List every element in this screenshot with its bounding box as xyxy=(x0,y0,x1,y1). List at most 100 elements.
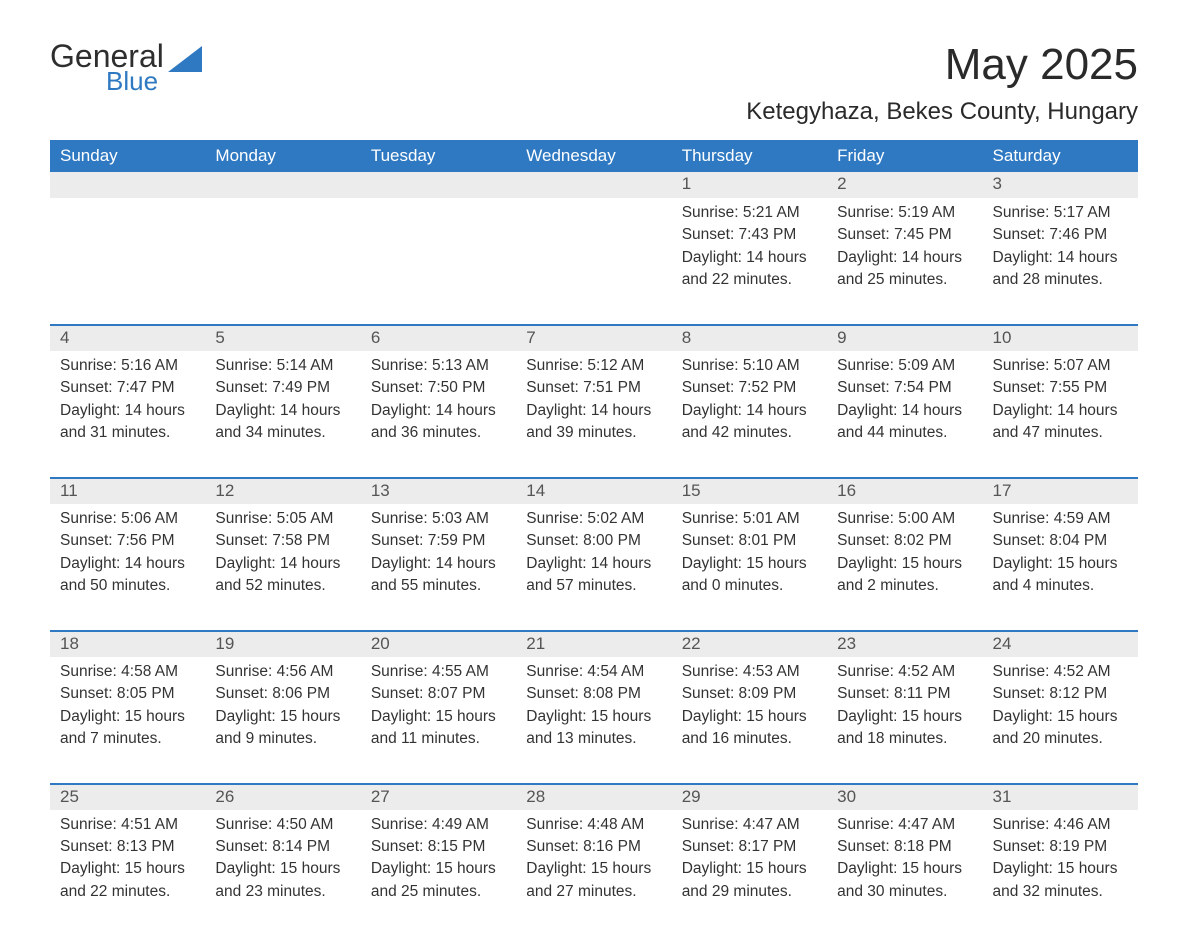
daylight-line: Daylight: 15 hours and 22 minutes. xyxy=(60,858,195,903)
day-body: Sunrise: 5:19 AMSunset: 7:45 PMDaylight:… xyxy=(827,198,982,302)
day-cell: Sunrise: 5:00 AMSunset: 8:02 PMDaylight:… xyxy=(827,504,982,631)
day-number-cell: 10 xyxy=(983,325,1138,351)
daylight-line: Daylight: 14 hours and 47 minutes. xyxy=(993,400,1128,445)
daylight-line: Daylight: 15 hours and 23 minutes. xyxy=(215,858,350,903)
sunset-line: Sunset: 8:00 PM xyxy=(526,530,661,552)
sunrise-line: Sunrise: 4:51 AM xyxy=(60,814,195,836)
sunset-line: Sunset: 8:07 PM xyxy=(371,683,506,705)
sunset-line: Sunset: 7:46 PM xyxy=(993,224,1128,246)
day-body: Sunrise: 5:13 AMSunset: 7:50 PMDaylight:… xyxy=(361,351,516,455)
sunrise-line: Sunrise: 5:10 AM xyxy=(682,355,817,377)
day-number-cell xyxy=(516,172,671,198)
daylight-line: Daylight: 15 hours and 25 minutes. xyxy=(371,858,506,903)
sunset-line: Sunset: 7:51 PM xyxy=(526,377,661,399)
daylight-line: Daylight: 14 hours and 34 minutes. xyxy=(215,400,350,445)
day-cell: Sunrise: 4:47 AMSunset: 8:18 PMDaylight:… xyxy=(827,810,982,935)
sunrise-line: Sunrise: 4:48 AM xyxy=(526,814,661,836)
day-cell: Sunrise: 4:54 AMSunset: 8:08 PMDaylight:… xyxy=(516,657,671,784)
day-cell xyxy=(50,198,205,325)
day-cell: Sunrise: 5:06 AMSunset: 7:56 PMDaylight:… xyxy=(50,504,205,631)
daylight-line: Daylight: 15 hours and 4 minutes. xyxy=(993,553,1128,598)
sunrise-line: Sunrise: 4:53 AM xyxy=(682,661,817,683)
day-number-cell: 6 xyxy=(361,325,516,351)
day-body: Sunrise: 4:56 AMSunset: 8:06 PMDaylight:… xyxy=(205,657,360,761)
day-number-cell: 28 xyxy=(516,784,671,810)
day-number-cell: 2 xyxy=(827,172,982,198)
sunset-line: Sunset: 8:12 PM xyxy=(993,683,1128,705)
daylight-line: Daylight: 15 hours and 0 minutes. xyxy=(682,553,817,598)
day-number-cell: 11 xyxy=(50,478,205,504)
day-body: Sunrise: 5:05 AMSunset: 7:58 PMDaylight:… xyxy=(205,504,360,608)
sunrise-line: Sunrise: 5:05 AM xyxy=(215,508,350,530)
daylight-line: Daylight: 15 hours and 7 minutes. xyxy=(60,706,195,751)
day-body: Sunrise: 5:16 AMSunset: 7:47 PMDaylight:… xyxy=(50,351,205,455)
sunset-line: Sunset: 7:43 PM xyxy=(682,224,817,246)
sunset-line: Sunset: 7:45 PM xyxy=(837,224,972,246)
day-number-cell: 4 xyxy=(50,325,205,351)
day-body: Sunrise: 4:59 AMSunset: 8:04 PMDaylight:… xyxy=(983,504,1138,608)
day-number-cell xyxy=(50,172,205,198)
day-body: Sunrise: 4:49 AMSunset: 8:15 PMDaylight:… xyxy=(361,810,516,914)
daylight-line: Daylight: 14 hours and 42 minutes. xyxy=(682,400,817,445)
sunset-line: Sunset: 8:02 PM xyxy=(837,530,972,552)
day-body: Sunrise: 4:47 AMSunset: 8:17 PMDaylight:… xyxy=(672,810,827,914)
sunrise-line: Sunrise: 5:00 AM xyxy=(837,508,972,530)
day-number-cell: 3 xyxy=(983,172,1138,198)
daylight-line: Daylight: 15 hours and 13 minutes. xyxy=(526,706,661,751)
daylight-line: Daylight: 14 hours and 50 minutes. xyxy=(60,553,195,598)
sunset-line: Sunset: 8:01 PM xyxy=(682,530,817,552)
day-number-cell: 25 xyxy=(50,784,205,810)
sunrise-line: Sunrise: 5:09 AM xyxy=(837,355,972,377)
daylight-line: Daylight: 15 hours and 32 minutes. xyxy=(993,858,1128,903)
day-cell: Sunrise: 4:56 AMSunset: 8:06 PMDaylight:… xyxy=(205,657,360,784)
daylight-line: Daylight: 14 hours and 22 minutes. xyxy=(682,247,817,292)
day-body: Sunrise: 4:47 AMSunset: 8:18 PMDaylight:… xyxy=(827,810,982,914)
sunrise-line: Sunrise: 4:52 AM xyxy=(837,661,972,683)
daylight-line: Daylight: 14 hours and 44 minutes. xyxy=(837,400,972,445)
sunrise-line: Sunrise: 4:58 AM xyxy=(60,661,195,683)
daylight-line: Daylight: 14 hours and 55 minutes. xyxy=(371,553,506,598)
sunrise-line: Sunrise: 5:16 AM xyxy=(60,355,195,377)
day-number-cell: 7 xyxy=(516,325,671,351)
sunset-line: Sunset: 8:16 PM xyxy=(526,836,661,858)
day-cell: Sunrise: 4:59 AMSunset: 8:04 PMDaylight:… xyxy=(983,504,1138,631)
day-number-cell: 22 xyxy=(672,631,827,657)
sunset-line: Sunset: 7:49 PM xyxy=(215,377,350,399)
day-cell: Sunrise: 4:49 AMSunset: 8:15 PMDaylight:… xyxy=(361,810,516,935)
sunrise-line: Sunrise: 5:12 AM xyxy=(526,355,661,377)
day-cell: Sunrise: 5:17 AMSunset: 7:46 PMDaylight:… xyxy=(983,198,1138,325)
brand-name-accent: Blue xyxy=(106,68,164,94)
sunset-line: Sunset: 8:15 PM xyxy=(371,836,506,858)
day-number-cell xyxy=(361,172,516,198)
day-number-cell: 15 xyxy=(672,478,827,504)
daylight-line: Daylight: 14 hours and 39 minutes. xyxy=(526,400,661,445)
sunrise-line: Sunrise: 4:52 AM xyxy=(993,661,1128,683)
sunrise-line: Sunrise: 5:13 AM xyxy=(371,355,506,377)
sunset-line: Sunset: 7:55 PM xyxy=(993,377,1128,399)
day-number-cell: 30 xyxy=(827,784,982,810)
day-body: Sunrise: 5:10 AMSunset: 7:52 PMDaylight:… xyxy=(672,351,827,455)
brand-triangle-icon xyxy=(168,46,202,72)
day-number-cell: 31 xyxy=(983,784,1138,810)
location-text: Ketegyhaza, Bekes County, Hungary xyxy=(50,98,1138,126)
day-cell: Sunrise: 4:47 AMSunset: 8:17 PMDaylight:… xyxy=(672,810,827,935)
header: General Blue May 2025 xyxy=(50,40,1138,94)
sunset-line: Sunset: 8:08 PM xyxy=(526,683,661,705)
day-cell: Sunrise: 4:52 AMSunset: 8:11 PMDaylight:… xyxy=(827,657,982,784)
day-number-cell: 12 xyxy=(205,478,360,504)
day-body: Sunrise: 5:01 AMSunset: 8:01 PMDaylight:… xyxy=(672,504,827,608)
day-cell: Sunrise: 5:09 AMSunset: 7:54 PMDaylight:… xyxy=(827,351,982,478)
sunset-line: Sunset: 8:19 PM xyxy=(993,836,1128,858)
day-number-cell: 1 xyxy=(672,172,827,198)
day-cell: Sunrise: 5:16 AMSunset: 7:47 PMDaylight:… xyxy=(50,351,205,478)
sunrise-line: Sunrise: 5:03 AM xyxy=(371,508,506,530)
brand-text-block: General Blue xyxy=(50,40,164,94)
day-cell: Sunrise: 4:48 AMSunset: 8:16 PMDaylight:… xyxy=(516,810,671,935)
sunrise-line: Sunrise: 4:55 AM xyxy=(371,661,506,683)
sunset-line: Sunset: 7:58 PM xyxy=(215,530,350,552)
day-number-cell xyxy=(205,172,360,198)
day-body: Sunrise: 4:52 AMSunset: 8:11 PMDaylight:… xyxy=(827,657,982,761)
sunrise-line: Sunrise: 5:17 AM xyxy=(993,202,1128,224)
day-number-cell: 26 xyxy=(205,784,360,810)
sunrise-line: Sunrise: 4:56 AM xyxy=(215,661,350,683)
